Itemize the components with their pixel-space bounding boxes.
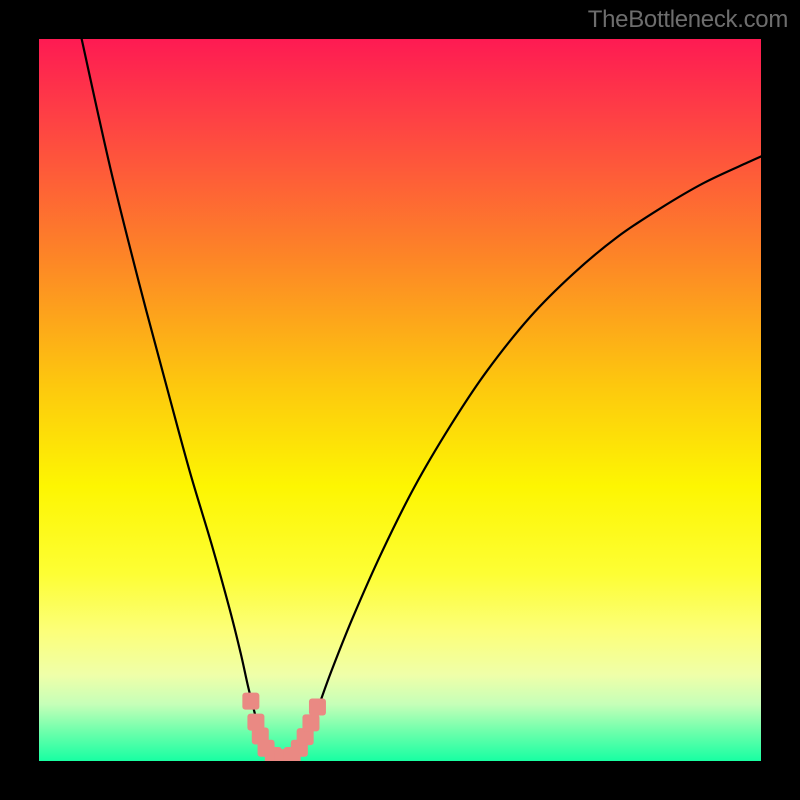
bottleneck-curve-chart [38,38,762,762]
watermark-text: TheBottleneck.com [588,6,788,34]
chart-marker [309,698,326,715]
chart-background-gradient [38,38,762,762]
chart-plot-area [38,38,762,762]
chart-marker [302,714,319,731]
chart-marker [242,693,259,710]
